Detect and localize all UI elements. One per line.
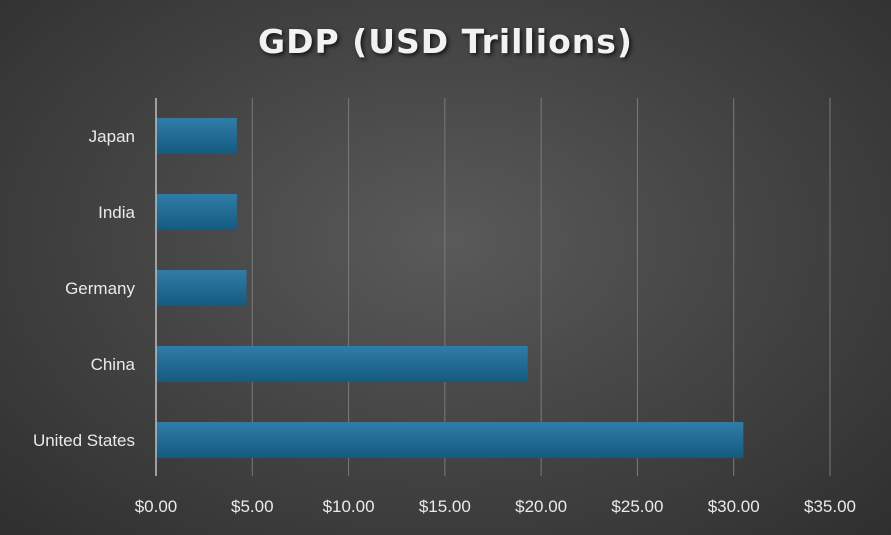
x-tick-label: $0.00	[135, 497, 178, 516]
x-tick-label: $25.00	[611, 497, 663, 516]
x-tick-label: $10.00	[323, 497, 375, 516]
bar-germany	[156, 270, 247, 306]
x-tick-label: $15.00	[419, 497, 471, 516]
x-tick-label: $30.00	[708, 497, 760, 516]
bar-china	[156, 346, 528, 382]
bar-united-states	[156, 422, 744, 458]
x-tick-label: $20.00	[515, 497, 567, 516]
category-label-china: China	[91, 355, 136, 374]
category-label-united-states: United States	[33, 431, 135, 450]
chart-title: GDP (USD Trillions)	[258, 22, 633, 61]
category-label-germany: Germany	[65, 279, 135, 298]
labels: Japan India Germany China United States $0.00…	[33, 127, 856, 516]
category-label-japan: Japan	[89, 127, 135, 146]
bar-japan	[156, 118, 237, 154]
gridlines	[251, 98, 831, 476]
x-tick-label: $5.00	[231, 497, 274, 516]
bar-india	[156, 194, 237, 230]
x-tick-label: $35.00	[804, 497, 856, 516]
category-label-india: India	[98, 203, 135, 222]
bars	[156, 118, 744, 458]
